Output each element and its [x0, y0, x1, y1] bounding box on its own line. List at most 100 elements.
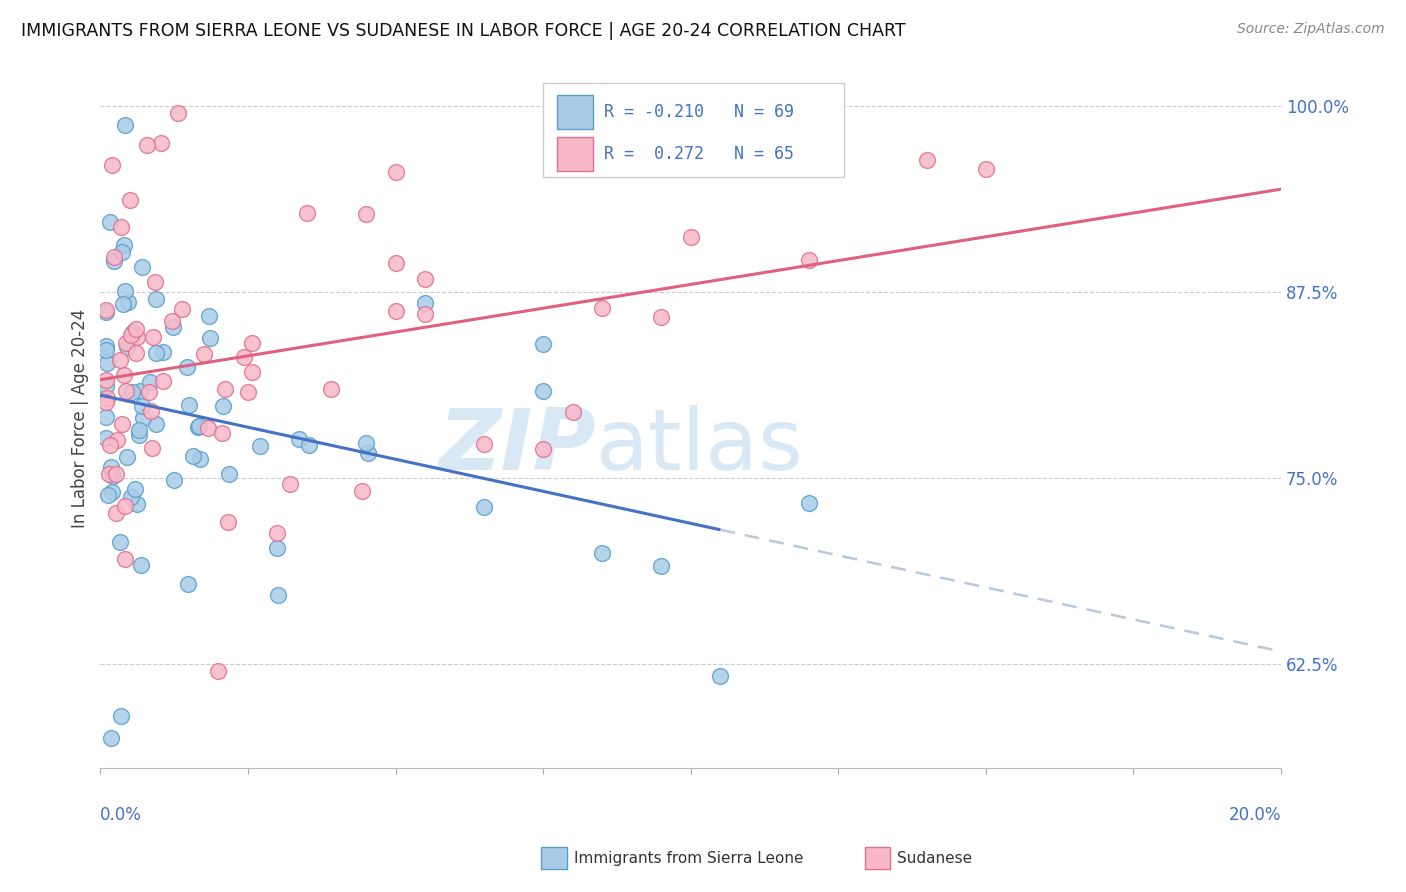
Point [267, 588, 290, 602]
Point [797, 252, 820, 267]
Point [114, 552, 136, 566]
Point [114, 119, 136, 133]
Point [132, 411, 155, 425]
Point [96, 410, 118, 425]
Point [112, 368, 135, 382]
Point [105, 434, 128, 448]
Point [108, 535, 131, 549]
Point [115, 340, 138, 354]
FancyBboxPatch shape [557, 137, 593, 170]
Text: atlas: atlas [596, 405, 804, 488]
Point [288, 432, 311, 446]
Point [413, 295, 436, 310]
Point [472, 437, 495, 451]
Point [96, 373, 118, 387]
Point [145, 292, 167, 306]
Point [101, 484, 124, 499]
Point [236, 384, 259, 399]
Text: 20.0%: 20.0% [1229, 806, 1281, 824]
Point [591, 301, 613, 316]
Point [249, 439, 271, 453]
Point [384, 256, 406, 270]
Point [117, 295, 139, 310]
Point [472, 500, 495, 514]
Point [352, 483, 374, 498]
Point [177, 577, 200, 591]
Point [139, 376, 162, 390]
Point [96, 391, 118, 405]
Point [357, 446, 380, 460]
Point [96, 378, 118, 392]
Point [240, 335, 263, 350]
Text: Sudanese: Sudanese [897, 851, 972, 865]
Point [103, 250, 125, 264]
Point [115, 450, 138, 465]
Point [797, 496, 820, 510]
Point [100, 459, 122, 474]
Point [121, 384, 143, 399]
Text: R = -0.210   N = 69: R = -0.210 N = 69 [605, 103, 794, 121]
Point [98, 215, 121, 229]
Point [181, 449, 204, 463]
Point [100, 731, 122, 745]
Y-axis label: In Labor Force | Age 20-24: In Labor Force | Age 20-24 [72, 309, 89, 528]
Text: Immigrants from Sierra Leone: Immigrants from Sierra Leone [574, 851, 803, 865]
Point [187, 419, 209, 434]
Point [266, 526, 288, 541]
Point [101, 158, 124, 172]
Point [240, 365, 263, 379]
Point [96, 304, 118, 318]
Point [96, 395, 118, 409]
Point [354, 207, 377, 221]
FancyBboxPatch shape [543, 82, 844, 177]
Point [111, 245, 134, 260]
Point [679, 230, 702, 244]
Point [125, 322, 148, 336]
Point [125, 345, 148, 359]
Point [143, 275, 166, 289]
Point [96, 302, 118, 317]
Point [96, 339, 118, 353]
Point [197, 420, 219, 434]
Point [115, 335, 138, 350]
Point [125, 330, 148, 344]
Point [120, 490, 142, 504]
Point [120, 327, 142, 342]
Point [150, 136, 173, 150]
Point [413, 307, 436, 321]
Point [103, 254, 125, 268]
Text: IMMIGRANTS FROM SIERRA LEONE VS SUDANESE IN LABOR FORCE | AGE 20-24 CORRELATION : IMMIGRANTS FROM SIERRA LEONE VS SUDANESE… [21, 22, 905, 40]
Point [170, 302, 193, 317]
Point [142, 330, 165, 344]
Point [162, 320, 184, 334]
Point [128, 423, 150, 437]
Point [141, 442, 163, 456]
Point [212, 399, 235, 413]
Point [110, 708, 132, 723]
Point [354, 436, 377, 450]
Point [531, 336, 554, 351]
Text: 0.0%: 0.0% [100, 806, 142, 824]
Point [591, 546, 613, 560]
FancyBboxPatch shape [557, 95, 593, 128]
Point [97, 488, 120, 502]
Point [280, 477, 302, 491]
Point [96, 343, 118, 357]
Point [531, 384, 554, 398]
Point [131, 260, 153, 274]
Point [915, 153, 938, 167]
Point [207, 664, 229, 678]
Point [141, 404, 163, 418]
Point [104, 506, 127, 520]
Point [111, 417, 134, 431]
Point [111, 296, 134, 310]
Point [531, 442, 554, 456]
Point [167, 106, 190, 120]
Point [129, 384, 152, 399]
Point [232, 350, 254, 364]
Point [125, 497, 148, 511]
Point [413, 272, 436, 286]
Point [217, 515, 239, 529]
Point [218, 467, 240, 481]
Point [96, 431, 118, 445]
